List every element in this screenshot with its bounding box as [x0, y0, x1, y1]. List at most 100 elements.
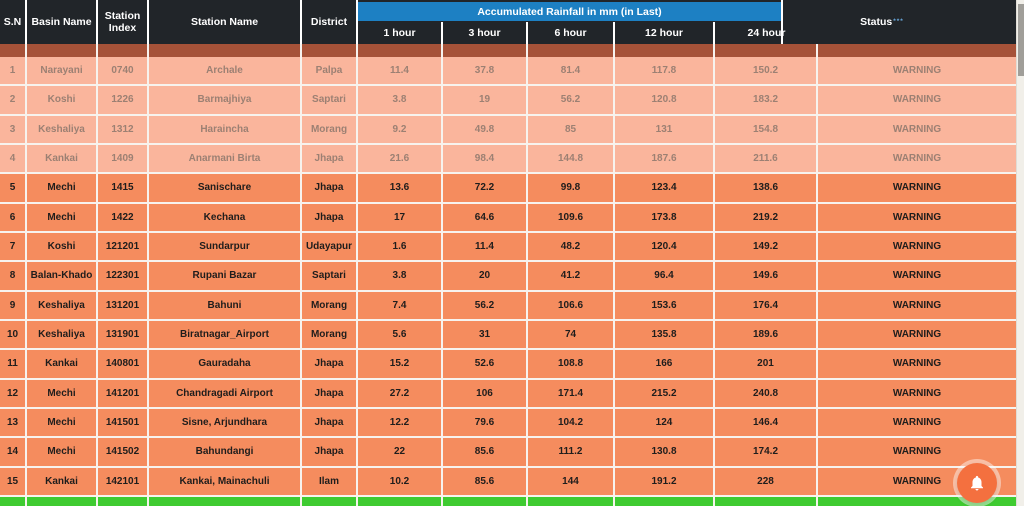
cell-status: WARNING [818, 438, 1016, 466]
cell-district: Morang [302, 291, 358, 319]
table-row: 8 Balan-Khado 122301 Rupani Bazar Saptar… [0, 262, 1024, 292]
cell-rainfall-24h: 138.6 [715, 174, 818, 202]
cell-rainfall-3h: 72.2 [443, 174, 528, 202]
cell-rainfall-12h: 96.4 [615, 262, 715, 290]
header-station-index: Station Index [98, 0, 149, 44]
cell-sn: 4 [0, 144, 27, 173]
cell-station-index: 121201 [98, 232, 149, 261]
cell-station-name: Anarmani Birta [149, 144, 302, 173]
cell-status: WARNING [818, 291, 1016, 319]
table-row: 1 Narayani 0740 Archale Palpa 11.4 37.8 … [0, 57, 1024, 87]
cell-station-index: 141502 [98, 438, 149, 466]
cell-rainfall-6h: 99.8 [528, 174, 615, 202]
cell-basin-name: Kankai [27, 350, 98, 378]
cell-station-name: Bahuni [149, 291, 302, 319]
table-row: 4 Kankai 1409 Anarmani Birta Jhapa 21.6 … [0, 144, 1024, 175]
cell-rainfall-24h: 183.2 [715, 86, 818, 114]
cell-status: WARNING [818, 408, 1016, 437]
cell-station-name: Kechana [149, 203, 302, 231]
partial-row-cell [149, 44, 302, 57]
cell-rainfall-12h: 120.8 [615, 86, 715, 114]
cell-rainfall-6h: 109.6 [528, 203, 615, 231]
cell-status: WARNING [818, 320, 1016, 349]
table-row: 3 Keshaliya 1312 Haraincha Morang 9.2 49… [0, 115, 1024, 145]
cell-district: Ilam [302, 467, 358, 495]
cell-station-name: Bahundangi [149, 438, 302, 466]
cell-rainfall-6h: 144.8 [528, 144, 615, 173]
partial-row-cell [98, 496, 149, 506]
cell-rainfall-3h: 106 [443, 379, 528, 407]
partial-row-cell [358, 496, 443, 506]
cell-basin-name: Narayani [27, 57, 98, 85]
cell-station-index: 141501 [98, 408, 149, 437]
cell-rainfall-12h: 153.6 [615, 291, 715, 319]
cell-rainfall-1h: 9.2 [358, 115, 443, 143]
cell-rainfall-3h: 79.6 [443, 408, 528, 437]
cell-rainfall-1h: 7.4 [358, 291, 443, 319]
header-station-name: Station Name [149, 0, 302, 44]
table-row: 14 Mechi 141502 Bahundangi Jhapa 22 85.6… [0, 438, 1024, 468]
cell-rainfall-6h: 48.2 [528, 232, 615, 261]
cell-station-index: 1415 [98, 174, 149, 202]
partial-row-cell [27, 44, 98, 57]
bell-icon [968, 474, 986, 492]
cell-rainfall-3h: 85.6 [443, 438, 528, 466]
partial-row-cell [715, 496, 818, 506]
cell-rainfall-1h: 3.8 [358, 262, 443, 290]
header-basin-name: Basin Name [27, 0, 98, 44]
cell-rainfall-3h: 37.8 [443, 57, 528, 85]
cell-rainfall-12h: 124 [615, 408, 715, 437]
cell-district: Udayapur [302, 232, 358, 261]
status-superscript-link[interactable]: *** [893, 18, 904, 26]
cell-rainfall-24h: 146.4 [715, 408, 818, 437]
cell-rainfall-6h: 106.6 [528, 291, 615, 319]
table-row: 6 Mechi 1422 Kechana Jhapa 17 64.6 109.6… [0, 203, 1024, 233]
cell-rainfall-1h: 3.8 [358, 86, 443, 114]
cell-rainfall-6h: 41.2 [528, 262, 615, 290]
table-row: 5 Mechi 1415 Sanischare Jhapa 13.6 72.2 … [0, 174, 1024, 204]
cell-basin-name: Balan-Khado [27, 262, 98, 290]
partial-row-cell [302, 496, 358, 506]
cell-station-index: 140801 [98, 350, 149, 378]
table-row: 12 Mechi 141201 Chandragadi Airport Jhap… [0, 379, 1024, 409]
partial-row-cell [818, 496, 1016, 506]
cell-status: WARNING [818, 144, 1016, 173]
cell-rainfall-6h: 85 [528, 115, 615, 143]
cell-rainfall-12h: 130.8 [615, 438, 715, 466]
partial-row-bottom [0, 496, 1024, 506]
cell-basin-name: Mechi [27, 438, 98, 466]
cell-rainfall-24h: 176.4 [715, 291, 818, 319]
cell-sn: 7 [0, 232, 27, 261]
cell-station-index: 131201 [98, 291, 149, 319]
cell-sn: 11 [0, 350, 27, 378]
cell-station-index: 0740 [98, 57, 149, 85]
cell-rainfall-1h: 10.2 [358, 467, 443, 495]
header-status-label: Status [860, 15, 893, 28]
notification-fab-button[interactable] [957, 463, 997, 503]
cell-district: Saptari [302, 86, 358, 114]
cell-basin-name: Mechi [27, 203, 98, 231]
cell-rainfall-3h: 85.6 [443, 467, 528, 495]
cell-status: WARNING [818, 262, 1016, 290]
cell-station-name: Sundarpur [149, 232, 302, 261]
cell-district: Jhapa [302, 350, 358, 378]
cell-basin-name: Mechi [27, 379, 98, 407]
scrollbar-thumb[interactable] [1018, 4, 1024, 76]
cell-sn: 9 [0, 291, 27, 319]
cell-rainfall-6h: 81.4 [528, 57, 615, 85]
cell-rainfall-24h: 211.6 [715, 144, 818, 173]
cell-district: Jhapa [302, 379, 358, 407]
cell-rainfall-1h: 12.2 [358, 408, 443, 437]
cell-sn: 10 [0, 320, 27, 349]
cell-status: WARNING [818, 57, 1016, 85]
cell-rainfall-24h: 149.6 [715, 262, 818, 290]
cell-station-index: 1422 [98, 203, 149, 231]
cell-rainfall-1h: 5.6 [358, 320, 443, 349]
cell-basin-name: Koshi [27, 86, 98, 114]
vertical-scrollbar[interactable] [1016, 0, 1024, 506]
cell-rainfall-1h: 11.4 [358, 57, 443, 85]
partial-row-cell [528, 44, 615, 57]
partial-row-cell [0, 496, 27, 506]
cell-district: Saptari [302, 262, 358, 290]
cell-rainfall-6h: 111.2 [528, 438, 615, 466]
